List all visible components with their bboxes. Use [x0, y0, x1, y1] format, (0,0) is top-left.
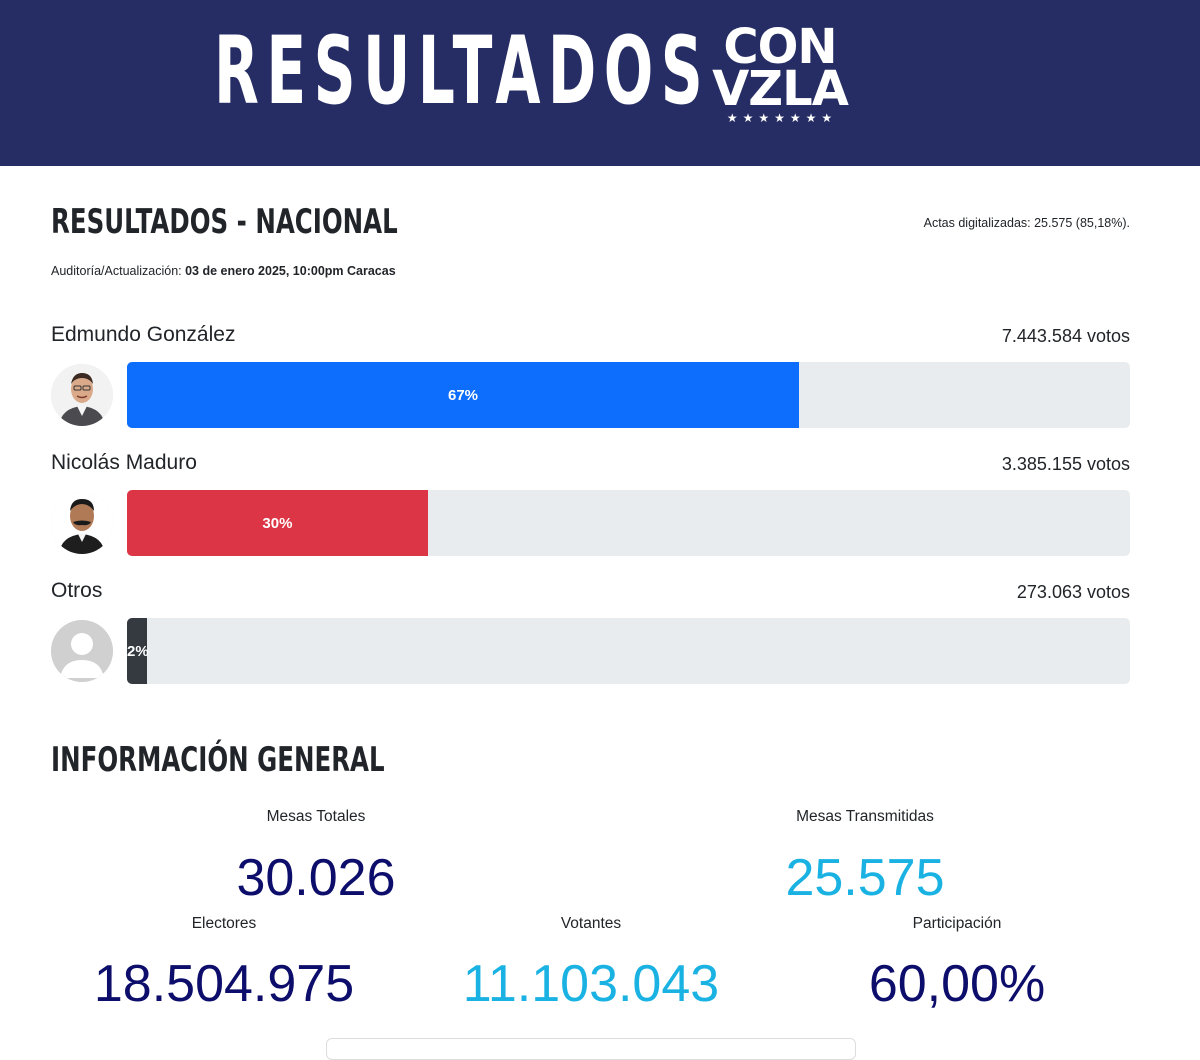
candidate-votes: 7.443.584 votos: [1001, 326, 1130, 346]
logo-stars-icon: ★★★★★★★: [726, 111, 838, 125]
candidate-votes: 273.063 votos: [1016, 582, 1130, 602]
results-title: RESULTADOS - NACIONAL: [51, 202, 398, 242]
electores-value: 18.504.975: [93, 955, 355, 1013]
mesas-transmitidas-label: Mesas Transmitidas: [796, 808, 934, 825]
percent-label: 2%: [127, 642, 149, 660]
header-banner: RESULTADOS CON VZLA ★★★★★★★: [0, 0, 1200, 166]
audit-label: Auditoría/Actualización:: [51, 264, 186, 278]
progress-fill: 30%: [127, 490, 428, 556]
progress-fill: 67%: [127, 362, 799, 428]
participacion-label: Participación: [912, 915, 1002, 932]
actas-digitalizadas: Actas digitalizadas: 25.575 (85,18%).: [923, 216, 1130, 230]
candidate-name: Otros: [51, 579, 103, 602]
bottom-panel: [326, 1038, 856, 1060]
mesas-totales-value: 30.026: [236, 849, 396, 907]
candidate-photo-icon: [51, 492, 113, 554]
logo-line-2: VZLA: [712, 61, 849, 117]
candidate-votes: 3.385.155 votos: [1001, 454, 1130, 474]
votantes-label: Votantes: [560, 915, 622, 932]
electores-label: Electores: [191, 915, 257, 932]
logo-line-1: CON: [723, 19, 837, 75]
candidate-progress-bar: 30%: [127, 490, 1130, 556]
convzla-logo[interactable]: CON VZLA ★★★★★★★: [705, 19, 855, 130]
candidate-name: Edmundo González: [51, 323, 236, 346]
audit-timestamp: Auditoría/Actualización: 03 de enero 202…: [51, 264, 396, 278]
progress-fill: 2%: [127, 618, 149, 684]
mesas-totales-label: Mesas Totales: [266, 808, 366, 825]
mesas-transmitidas-value: 25.575: [785, 849, 945, 907]
candidate-progress-bar: 2%: [127, 618, 1130, 684]
header-title: RESULTADOS: [214, 17, 711, 126]
default-avatar-icon: [51, 620, 113, 682]
candidate-progress-bar: 67%: [127, 362, 1130, 428]
participacion-value: 60,00%: [868, 955, 1046, 1013]
candidate-name: Nicolás Maduro: [51, 451, 197, 474]
percent-label: 30%: [262, 514, 293, 532]
votantes-value: 11.103.043: [462, 955, 720, 1013]
general-info-title: INFORMACIÓN GENERAL: [51, 740, 385, 780]
audit-value: 03 de enero 2025, 10:00pm Caracas: [185, 264, 396, 278]
candidate-photo-icon: [51, 364, 113, 426]
percent-label: 67%: [447, 386, 479, 404]
